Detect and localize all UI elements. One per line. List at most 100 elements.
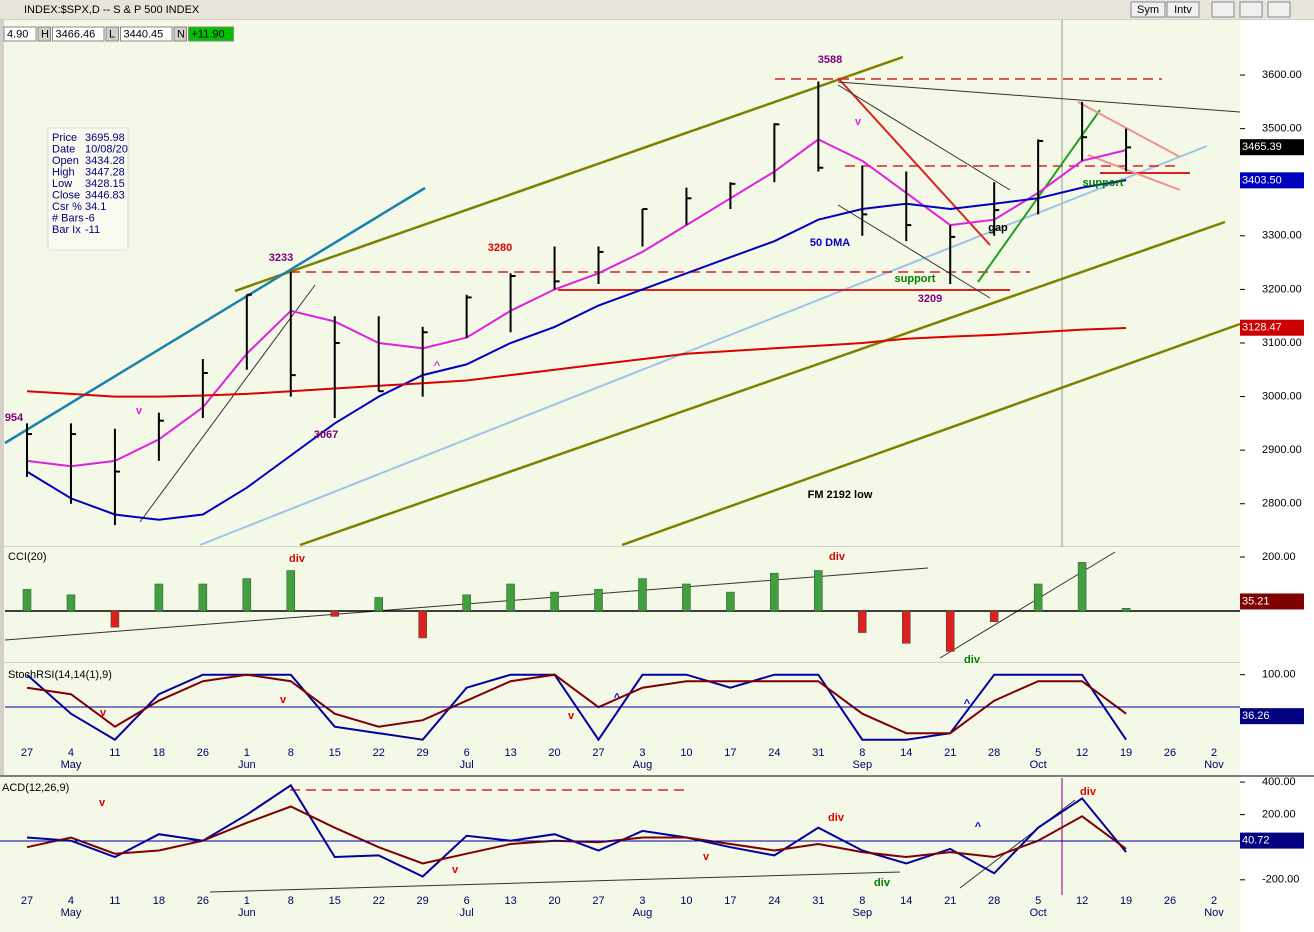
x-tick-label: 11 — [109, 747, 120, 759]
wedge-line — [1087, 154, 1181, 191]
month-label: Jun — [238, 759, 256, 771]
x-tick-label: 26 — [197, 747, 209, 759]
annotation: gap — [988, 222, 1008, 234]
cci-bar — [594, 589, 603, 612]
header-field: 3466.46 — [56, 28, 96, 40]
x-tick-label: 17 — [724, 895, 736, 907]
x-tick-label: 28 — [988, 895, 1000, 907]
cci-bar — [638, 578, 647, 612]
intv-button[interactable] — [1166, 1, 1200, 18]
header-fields: 4.90 H 3466.46 L 3440.45 N +11.90 — [3, 26, 234, 42]
annotation: v — [99, 797, 106, 809]
cci-bar — [462, 594, 471, 612]
price-tag-label: 40.72 — [1242, 835, 1270, 847]
cci-bar — [330, 610, 339, 617]
x-tick-label: 10 — [680, 747, 692, 759]
trend-line — [959, 799, 1076, 889]
x-tick-label: 22 — [373, 895, 385, 907]
cci-bar — [154, 583, 164, 612]
minimize-button[interactable] — [1211, 1, 1235, 18]
sym-label[interactable]: Sym — [1137, 4, 1159, 16]
annotation: 954 — [5, 412, 24, 424]
month-label: Aug — [633, 907, 653, 919]
annotation: div — [289, 553, 306, 565]
y-tick-label: 400.00 — [1262, 776, 1296, 788]
y-tick-label: 3600.00 — [1262, 69, 1302, 81]
sym-button[interactable] — [1130, 1, 1166, 18]
x-tick-label: 14 — [900, 747, 912, 759]
cci-bar — [418, 610, 427, 639]
cci-bar — [286, 570, 296, 612]
trend-line — [139, 284, 316, 523]
cci-bar — [110, 610, 120, 628]
x-tick-label: 31 — [812, 895, 824, 907]
x-tick-label: 17 — [724, 747, 736, 759]
x-tick-label: 26 — [1164, 895, 1176, 907]
x-tick-label: 18 — [153, 895, 165, 907]
header-field: H — [41, 28, 49, 40]
panel-label: StochRSI(14,14(1),9) — [8, 669, 112, 681]
price-tag-label: 3465.39 — [1242, 141, 1282, 153]
month-label: Sep — [853, 907, 873, 919]
cci-bar — [22, 589, 32, 612]
y-tick-label: 2900.00 — [1262, 444, 1302, 456]
x-tick-label: 19 — [1120, 747, 1132, 759]
y-tick-label: 200.00 — [1262, 809, 1296, 821]
x-tick-label: 27 — [592, 895, 604, 907]
annotation: div — [964, 654, 981, 666]
x-tick-label: 5 — [1035, 895, 1041, 907]
cci-bar — [550, 591, 559, 612]
x-tick-label: 20 — [548, 747, 560, 759]
header-field-box — [37, 26, 51, 42]
title-bar — [0, 0, 1314, 19]
restore-button[interactable] — [1239, 1, 1263, 18]
channel-line — [299, 220, 1226, 547]
close-button[interactable] — [1267, 1, 1291, 18]
annotation: ^ — [614, 692, 621, 704]
month-label: Nov — [1204, 907, 1224, 919]
info-value: 3447.28 — [85, 166, 125, 178]
x-tick-label: 8 — [288, 895, 294, 907]
x-tick-label: 1 — [244, 747, 250, 759]
x-tick-label: 6 — [464, 895, 470, 907]
moving-average — [26, 179, 1127, 521]
x-tick-label: 13 — [504, 747, 516, 759]
x-tick-label: 11 — [109, 895, 120, 907]
header-field-box — [173, 26, 187, 42]
annotation: div — [829, 551, 846, 563]
cci-bar — [770, 572, 779, 612]
x-tick-label: 8 — [859, 747, 865, 759]
info-label: # Bars — [52, 212, 84, 224]
y-tick-label: -200.00 — [1262, 874, 1299, 886]
info-label: High — [52, 166, 75, 178]
intv-label[interactable]: Intv — [1174, 4, 1192, 16]
annotation: v — [280, 694, 287, 706]
info-label: Price — [52, 132, 77, 144]
value-axis — [1240, 20, 1314, 932]
price-tag — [1240, 139, 1304, 156]
x-tick-label: 27 — [592, 747, 604, 759]
cci-bar — [1077, 562, 1087, 612]
cci-bar — [945, 610, 955, 652]
price-panel — [4, 20, 1240, 546]
annotation: v — [100, 707, 107, 719]
indicator-line — [26, 673, 1127, 735]
date-axis — [0, 895, 1240, 932]
price-tag-label: 35.21 — [1242, 595, 1270, 607]
month-label: Oct — [1030, 907, 1047, 919]
header-field: +11.90 — [192, 28, 225, 40]
cci-bar — [902, 610, 911, 644]
annotation: v — [568, 710, 575, 722]
annotation: v — [703, 851, 710, 863]
x-tick-label: 1 — [244, 895, 250, 907]
x-tick-label: 26 — [1164, 747, 1176, 759]
header-field: N — [177, 28, 185, 40]
header-field-box — [3, 26, 37, 42]
header-field: L — [109, 28, 115, 40]
panel-label: CCI(20) — [8, 551, 47, 563]
info-value: 3695.98 — [85, 132, 125, 144]
y-tick-label: 3500.00 — [1262, 123, 1302, 135]
price-tag-label: 3403.50 — [1242, 174, 1282, 186]
panel-label: ACD(12,26,9) — [2, 782, 69, 794]
